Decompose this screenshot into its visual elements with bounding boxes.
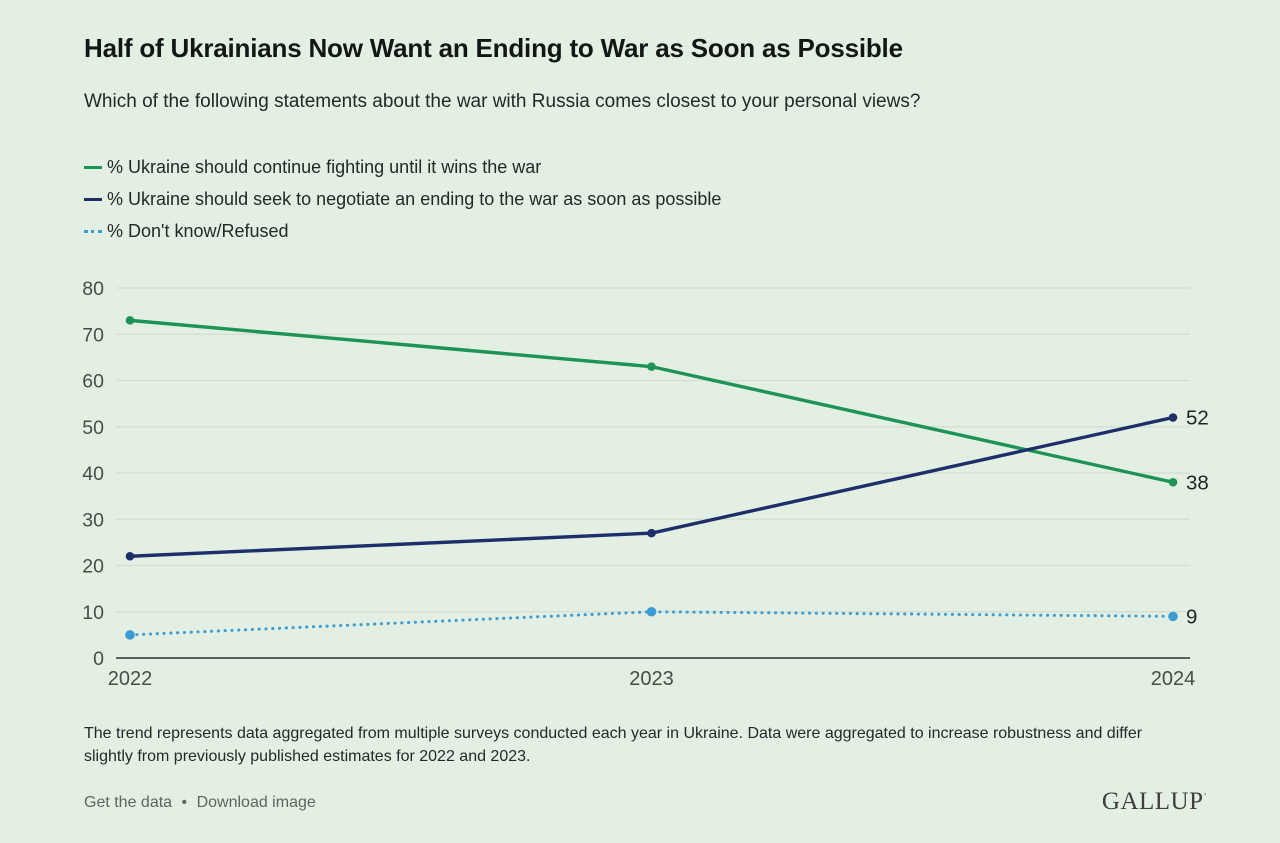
svg-text:80: 80 xyxy=(82,278,104,300)
svg-text:20: 20 xyxy=(82,556,104,578)
page-title: Half of Ukrainians Now Want an Ending to… xyxy=(84,33,903,63)
legend-label: % Ukraine should continue fighting until… xyxy=(107,156,542,177)
legend-item-negotiate-ending: % Ukraine should seek to negotiate an en… xyxy=(84,183,721,215)
svg-text:9: 9 xyxy=(1186,605,1197,628)
get-the-data-link[interactable]: Get the data xyxy=(84,794,173,811)
legend-swatch-dotted-line-icon xyxy=(84,229,102,233)
chart-area: 0 10 20 30 40 50 60 70 80 2022 2023 2024 38 52 9 xyxy=(0,268,1280,700)
svg-text:2023: 2023 xyxy=(629,668,674,690)
svg-text:0: 0 xyxy=(93,648,104,670)
svg-text:38: 38 xyxy=(1186,471,1209,494)
gallup-trademark-mark: ’ xyxy=(1203,791,1207,802)
legend-label: % Don't know/Refused xyxy=(107,220,289,241)
chart-legend: % Ukraine should continue fighting until… xyxy=(84,151,721,247)
legend-swatch-green-line-icon xyxy=(84,165,102,169)
svg-text:40: 40 xyxy=(82,463,104,485)
legend-swatch-navy-line-icon xyxy=(84,197,102,201)
svg-text:30: 30 xyxy=(82,509,104,531)
svg-text:52: 52 xyxy=(1186,407,1209,430)
chart-footnote: The trend represents data aggregated fro… xyxy=(84,725,1143,765)
survey-question: Which of the following statements about … xyxy=(84,91,921,112)
line-chart: 0 10 20 30 40 50 60 70 80 2022 2023 2024 38 52 9 xyxy=(82,278,1209,690)
svg-text:2024: 2024 xyxy=(1151,668,1196,690)
download-image-link[interactable]: Download image xyxy=(196,794,316,811)
svg-text:10: 10 xyxy=(82,602,104,624)
legend-label: % Ukraine should seek to negotiate an en… xyxy=(107,188,722,209)
svg-text:60: 60 xyxy=(82,371,104,393)
gallup-logo: GALLUP’ xyxy=(1101,788,1207,815)
footer-links: Get the data • Download image xyxy=(84,794,316,812)
svg-text:50: 50 xyxy=(82,417,104,439)
legend-item-dont-know: % Don't know/Refused xyxy=(84,215,721,247)
svg-text:70: 70 xyxy=(82,324,104,346)
svg-text:2022: 2022 xyxy=(108,668,153,690)
legend-item-continue-fighting: % Ukraine should continue fighting until… xyxy=(84,151,721,183)
link-separator: • xyxy=(181,794,188,811)
